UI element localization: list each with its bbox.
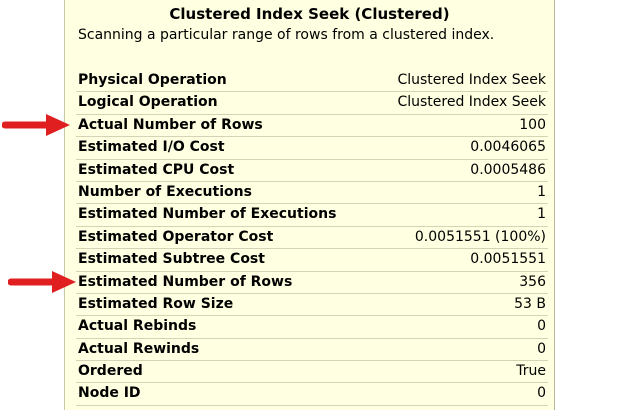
- property-row-estimated-number-of-executions: Estimated Number of Executions 1: [76, 204, 548, 227]
- red-arrow-icon: [8, 271, 76, 293]
- property-row-estimated-operator-cost: Estimated Operator Cost 0.0051551 (100%): [76, 227, 548, 250]
- property-value: Clustered Index Seek: [397, 94, 546, 111]
- property-value: 0.0005486: [470, 161, 546, 178]
- property-row-estimated-io-cost: Estimated I/O Cost 0.0046065: [76, 137, 548, 160]
- property-label: Ordered: [78, 363, 143, 380]
- property-value: 0: [537, 340, 546, 357]
- execution-plan-tooltip: Clustered Index Seek (Clustered) Scannin…: [64, 0, 555, 410]
- property-value: 1: [537, 206, 546, 223]
- property-row-physical-operation: Physical Operation Clustered Index Seek: [76, 70, 548, 93]
- property-label: Estimated I/O Cost: [78, 139, 225, 156]
- property-label: Estimated Row Size: [78, 295, 234, 312]
- property-row-estimated-number-of-rows: Estimated Number of Rows 356: [76, 272, 548, 294]
- tooltip-subtitle: Scanning a particular range of rows from…: [78, 27, 495, 43]
- property-label: Estimated CPU Cost: [78, 161, 235, 178]
- property-value: 0: [537, 385, 546, 402]
- property-value: 1: [537, 183, 546, 200]
- property-value: 100: [519, 116, 546, 133]
- property-row-number-of-executions: Number of Executions 1: [76, 182, 548, 205]
- property-label: Estimated Number of Executions: [78, 206, 337, 223]
- property-label: Actual Rebinds: [78, 318, 197, 335]
- property-row-actual-number-of-rows: Actual Number of Rows 100: [76, 115, 548, 138]
- red-arrow-icon: [2, 114, 70, 136]
- property-value: 0.0046065: [470, 139, 546, 156]
- property-label: Number of Executions: [78, 183, 252, 200]
- property-value: 53 B: [514, 295, 546, 312]
- property-value: True: [516, 363, 546, 380]
- property-label: Actual Number of Rows: [78, 116, 263, 133]
- property-value: 356: [519, 273, 546, 290]
- property-label: Node ID: [78, 385, 141, 402]
- property-label: Estimated Operator Cost: [78, 228, 274, 245]
- properties-table: Physical Operation Clustered Index Seek …: [76, 70, 548, 406]
- property-value: 0.0051551 (100%): [414, 228, 546, 245]
- property-row-ordered: Ordered True: [76, 361, 548, 384]
- property-label: Logical Operation: [78, 94, 218, 111]
- property-value: Clustered Index Seek: [397, 72, 546, 88]
- property-row-estimated-cpu-cost: Estimated CPU Cost 0.0005486: [76, 160, 548, 182]
- property-label: Estimated Subtree Cost: [78, 251, 265, 268]
- property-value: 0: [537, 318, 546, 335]
- property-row-logical-operation: Logical Operation Clustered Index Seek: [76, 92, 548, 115]
- property-row-actual-rewinds: Actual Rewinds 0: [76, 339, 548, 362]
- property-label: Estimated Number of Rows: [78, 273, 293, 290]
- property-row-estimated-row-size: Estimated Row Size 53 B: [76, 294, 548, 317]
- property-row-estimated-subtree-cost: Estimated Subtree Cost 0.0051551: [76, 249, 548, 272]
- property-row-node-id: Node ID 0: [76, 383, 548, 406]
- tooltip-title: Clustered Index Seek (Clustered): [169, 5, 450, 23]
- property-row-actual-rebinds: Actual Rebinds 0: [76, 316, 548, 339]
- property-label: Physical Operation: [78, 72, 227, 88]
- property-value: 0.0051551: [470, 251, 546, 268]
- property-label: Actual Rewinds: [78, 340, 200, 357]
